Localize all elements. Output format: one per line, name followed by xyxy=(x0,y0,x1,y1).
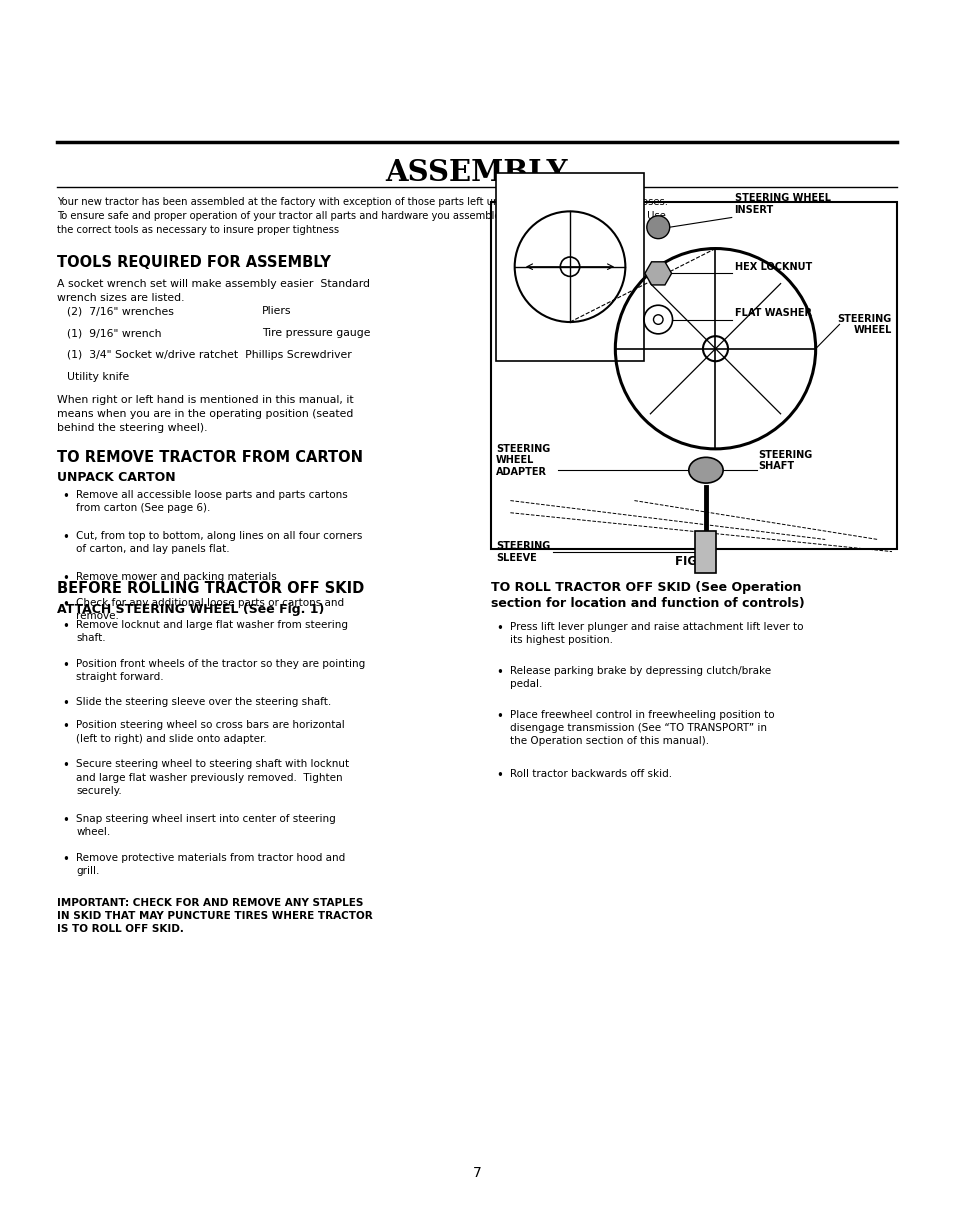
Text: Snap steering wheel insert into center of steering
wheel.: Snap steering wheel insert into center o… xyxy=(76,814,335,837)
Text: Position front wheels of the tractor so they are pointing
straight forward.: Position front wheels of the tractor so … xyxy=(76,659,365,682)
Ellipse shape xyxy=(646,216,669,238)
Text: Remove locknut and large flat washer from steering
shaft.: Remove locknut and large flat washer fro… xyxy=(76,620,348,643)
Text: •: • xyxy=(62,853,69,866)
Text: FLAT WASHER: FLAT WASHER xyxy=(734,309,811,318)
Polygon shape xyxy=(644,261,671,286)
Text: TO REMOVE TRACTOR FROM CARTON: TO REMOVE TRACTOR FROM CARTON xyxy=(57,450,363,464)
Text: UNPACK CARTON: UNPACK CARTON xyxy=(57,471,175,485)
Bar xyxy=(695,531,716,573)
Text: FIG. 1: FIG. 1 xyxy=(674,555,713,569)
Text: (2)  7/16" wrenches: (2) 7/16" wrenches xyxy=(67,306,173,316)
Text: •: • xyxy=(62,598,69,611)
Text: •: • xyxy=(496,769,502,782)
Text: IMPORTANT: CHECK FOR AND REMOVE ANY STAPLES
IN SKID THAT MAY PUNCTURE TIRES WHER: IMPORTANT: CHECK FOR AND REMOVE ANY STAP… xyxy=(57,898,373,934)
Text: •: • xyxy=(62,620,69,633)
Text: STEERING
WHEEL
ADAPTER: STEERING WHEEL ADAPTER xyxy=(496,443,550,477)
Text: •: • xyxy=(62,720,69,734)
Text: •: • xyxy=(496,710,502,723)
Text: •: • xyxy=(62,697,69,711)
Text: Remove mower and packing materials: Remove mower and packing materials xyxy=(76,572,276,582)
Text: •: • xyxy=(62,531,69,544)
Text: TOOLS REQUIRED FOR ASSEMBLY: TOOLS REQUIRED FOR ASSEMBLY xyxy=(57,255,331,270)
Text: BEFORE ROLLING TRACTOR OFF SKID: BEFORE ROLLING TRACTOR OFF SKID xyxy=(57,581,364,595)
Text: Slide the steering sleeve over the steering shaft.: Slide the steering sleeve over the steer… xyxy=(76,697,332,707)
Text: •: • xyxy=(62,572,69,586)
Text: Press lift lever plunger and raise attachment lift lever to
its highest position: Press lift lever plunger and raise attac… xyxy=(510,622,803,645)
Text: (1)  3/4" Socket w/drive ratchet  Phillips Screwdriver: (1) 3/4" Socket w/drive ratchet Phillips… xyxy=(67,350,351,360)
Text: TO ROLL TRACTOR OFF SKID (See Operation
section for location and function of con: TO ROLL TRACTOR OFF SKID (See Operation … xyxy=(491,581,804,610)
Text: 7: 7 xyxy=(472,1166,481,1181)
Bar xyxy=(491,202,896,549)
Text: (1)  9/16" wrench: (1) 9/16" wrench xyxy=(67,328,161,338)
Text: ASSEMBLY: ASSEMBLY xyxy=(385,158,568,187)
Text: STEERING
WHEEL: STEERING WHEEL xyxy=(837,313,891,335)
Text: •: • xyxy=(62,759,69,773)
Text: •: • xyxy=(496,666,502,679)
Ellipse shape xyxy=(688,457,722,484)
Text: Utility knife: Utility knife xyxy=(67,372,129,382)
Text: •: • xyxy=(62,490,69,503)
Text: Tire pressure gauge: Tire pressure gauge xyxy=(262,328,371,338)
Bar xyxy=(496,173,643,361)
Text: Release parking brake by depressing clutch/brake
pedal.: Release parking brake by depressing clut… xyxy=(510,666,771,689)
Text: ATTACH STEERING WHEEL (See Fig. 1): ATTACH STEERING WHEEL (See Fig. 1) xyxy=(57,603,324,616)
Text: Remove all accessible loose parts and parts cartons
from carton (See page 6).: Remove all accessible loose parts and pa… xyxy=(76,490,348,513)
Text: Cut, from top to bottom, along lines on all four corners
of carton, and lay pane: Cut, from top to bottom, along lines on … xyxy=(76,531,362,554)
Text: Pliers: Pliers xyxy=(262,306,292,316)
Text: Your new tractor has been assembled at the factory with exception of those parts: Your new tractor has been assembled at t… xyxy=(57,197,667,234)
Text: •: • xyxy=(62,659,69,672)
Text: Remove protective materials from tractor hood and
grill.: Remove protective materials from tractor… xyxy=(76,853,345,876)
Text: •: • xyxy=(62,814,69,827)
Text: Position steering wheel so cross bars are horizontal
(left to right) and slide o: Position steering wheel so cross bars ar… xyxy=(76,720,345,744)
Text: Secure steering wheel to steering shaft with locknut
and large flat washer previ: Secure steering wheel to steering shaft … xyxy=(76,759,349,796)
Text: When right or left hand is mentioned in this manual, it
means when you are in th: When right or left hand is mentioned in … xyxy=(57,395,354,433)
Text: STEERING
SLEEVE: STEERING SLEEVE xyxy=(496,542,550,563)
Text: HEX LOCKNUT: HEX LOCKNUT xyxy=(734,262,811,272)
Text: A socket wrench set will make assembly easier  Standard
wrench sizes are listed.: A socket wrench set will make assembly e… xyxy=(57,279,370,304)
Text: STEERING WHEEL
INSERT: STEERING WHEEL INSERT xyxy=(734,193,830,215)
Text: STEERING
SHAFT: STEERING SHAFT xyxy=(758,450,812,471)
Text: Check for any additional loose parts or cartons and
remove.: Check for any additional loose parts or … xyxy=(76,598,344,621)
Text: •: • xyxy=(496,622,502,635)
Text: Place freewheel control in freewheeling position to
disengage transmission (See : Place freewheel control in freewheeling … xyxy=(510,710,774,746)
Text: Roll tractor backwards off skid.: Roll tractor backwards off skid. xyxy=(510,769,672,779)
